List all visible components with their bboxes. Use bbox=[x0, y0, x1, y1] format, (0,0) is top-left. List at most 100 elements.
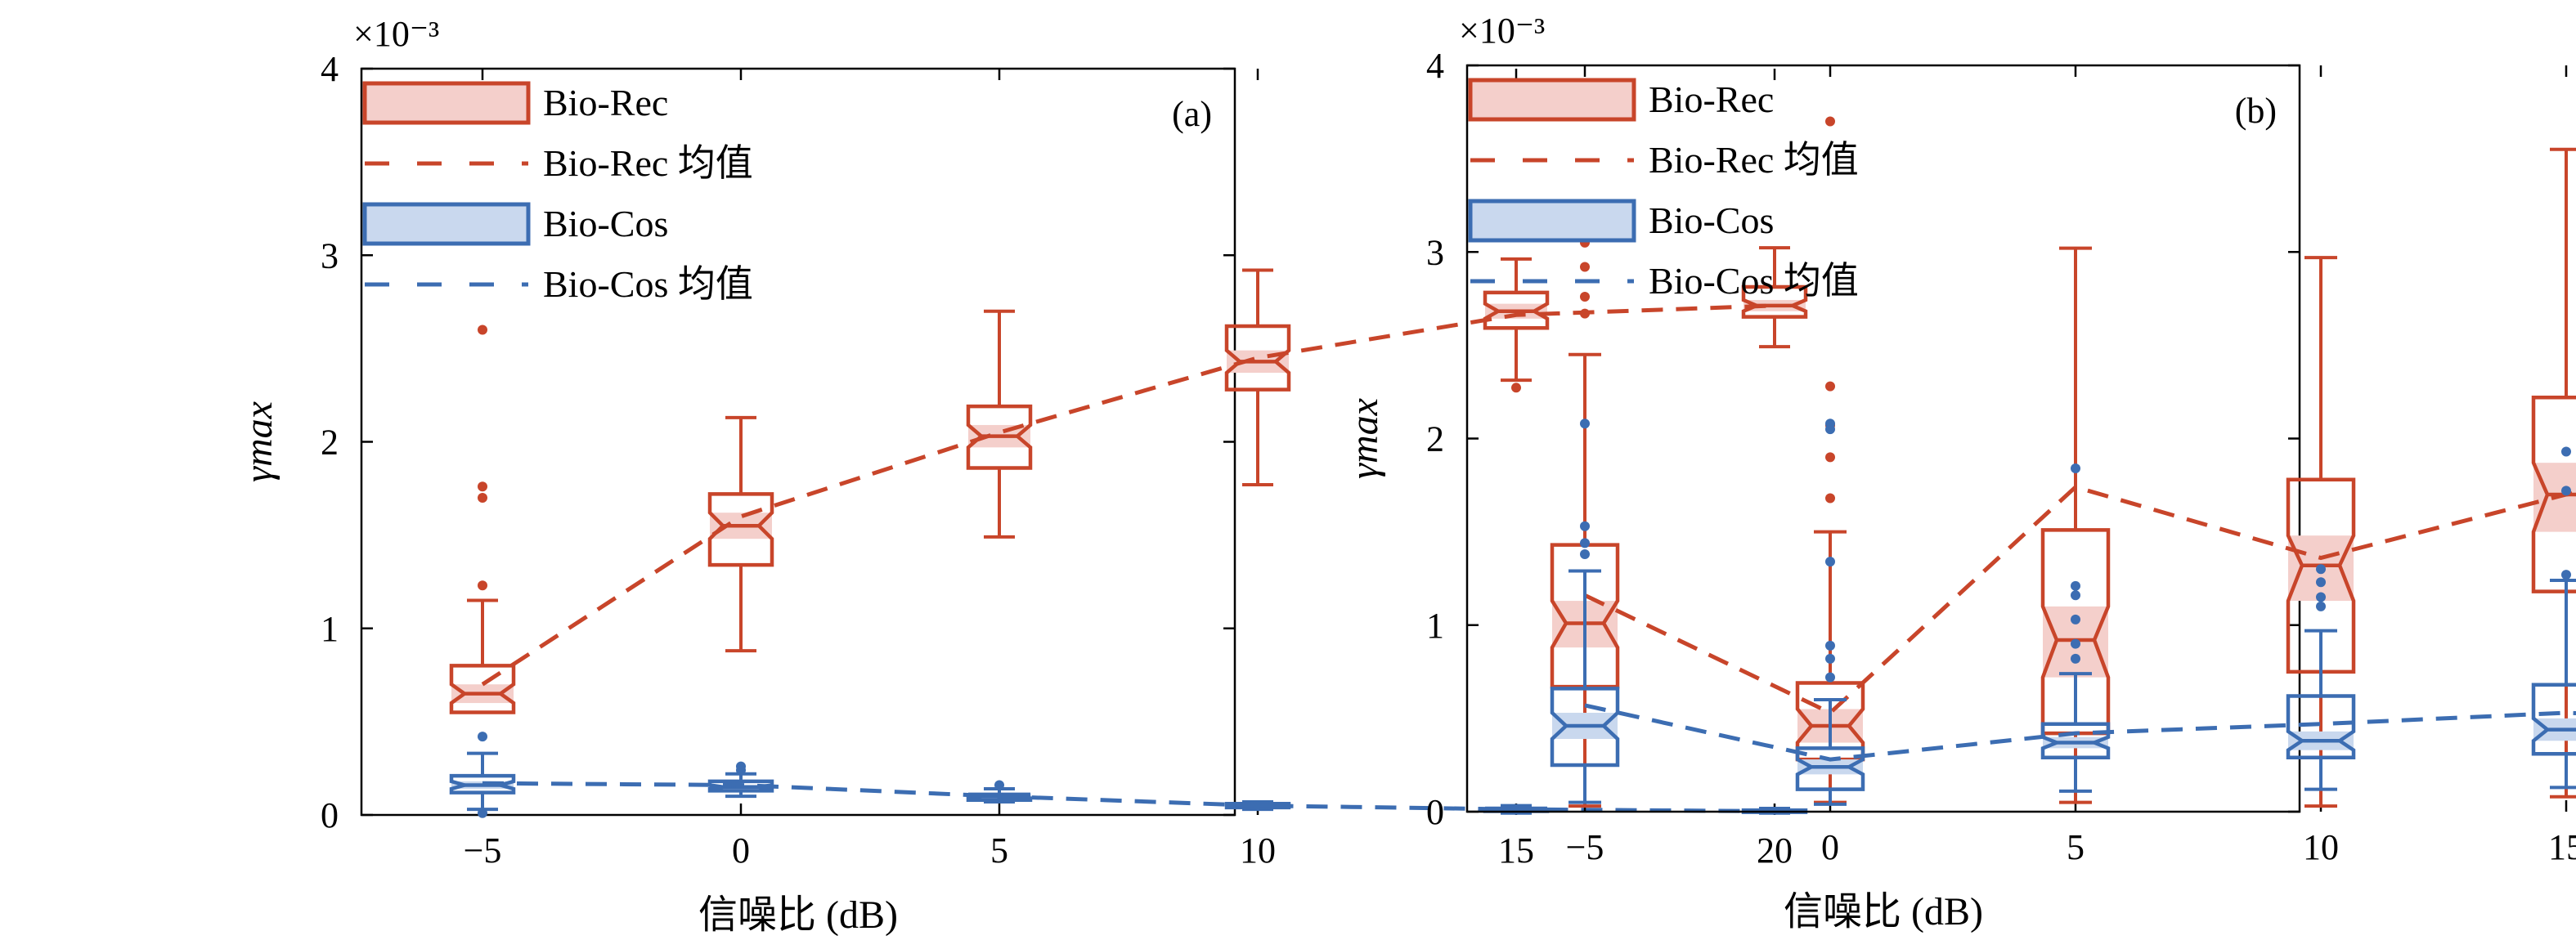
legend-item: Bio-Rec 均值 bbox=[1470, 139, 1859, 181]
series-bio-cos bbox=[449, 732, 1808, 818]
y-tick-label: 2 bbox=[1426, 419, 1444, 459]
y-axis-label: γmax bbox=[1343, 398, 1386, 479]
outlier-point bbox=[2561, 446, 2571, 457]
y-tick-label: 4 bbox=[1426, 46, 1444, 86]
box-outline bbox=[707, 779, 774, 793]
box-outline bbox=[2531, 683, 2576, 756]
legend-label: Bio-Rec 均值 bbox=[1649, 139, 1859, 181]
y-exponent-label: ×10⁻³ bbox=[353, 14, 439, 54]
y-tick-label: 0 bbox=[1426, 792, 1444, 832]
series-bio-cos bbox=[1550, 419, 2576, 806]
x-tick-label: 10 bbox=[1240, 830, 1276, 871]
legend-item: Bio-Cos 均值 bbox=[365, 263, 753, 305]
outlier-point bbox=[1580, 262, 1590, 272]
y-exponent-label: ×10⁻³ bbox=[1459, 11, 1545, 51]
mean-line-bio-rec bbox=[1583, 485, 2576, 716]
outlier-point bbox=[2316, 601, 2326, 611]
legend-swatch-box bbox=[1468, 199, 1636, 243]
outlier-point bbox=[1580, 538, 1590, 548]
box-bio-rec bbox=[1483, 230, 1550, 393]
y-tick-label: 3 bbox=[1426, 232, 1444, 272]
box-bio-rec bbox=[1224, 268, 1291, 486]
box-bio-rec bbox=[449, 227, 516, 714]
box-bio-cos bbox=[707, 761, 774, 799]
x-tick-label: 5 bbox=[2067, 827, 2085, 867]
panel-label: (a) bbox=[1172, 94, 1212, 134]
box-outline bbox=[1550, 543, 1620, 689]
legend-label: Bio-Cos 均值 bbox=[543, 263, 753, 305]
y-tick-label: 1 bbox=[321, 609, 339, 649]
outlier-point bbox=[994, 780, 1004, 790]
plot-frame bbox=[1465, 64, 2301, 813]
legend: Bio-Rec Bio-Rec 均值 Bio-Cos Bio-Cos 均值 bbox=[362, 81, 753, 305]
x-tick-label: 5 bbox=[990, 830, 1008, 871]
box-bio-cos bbox=[1550, 419, 1620, 804]
legend: Bio-Rec Bio-Rec 均值 Bio-Cos Bio-Cos 均值 bbox=[1468, 78, 1859, 302]
box-bio-cos bbox=[2531, 446, 2576, 790]
x-tick-label: −5 bbox=[1566, 827, 1604, 867]
outlier-point bbox=[1825, 672, 1835, 683]
box-bio-rec bbox=[966, 309, 1033, 539]
box-outline bbox=[1224, 324, 1291, 392]
panel-label: (b) bbox=[2235, 91, 2277, 131]
outlier-point bbox=[2071, 653, 2080, 664]
mean-line-bio-rec bbox=[481, 303, 1775, 687]
x-axis-label: 信噪比 (dB) bbox=[698, 893, 898, 937]
outlier-point bbox=[1825, 640, 1835, 651]
y-tick-label: 0 bbox=[321, 795, 339, 835]
outlier-point bbox=[478, 732, 487, 742]
legend-label: Bio-Cos 均值 bbox=[1649, 260, 1859, 302]
legend-label: Bio-Rec bbox=[1649, 78, 1774, 120]
y-tick-label: 3 bbox=[321, 235, 339, 275]
outlier-point bbox=[1580, 521, 1590, 531]
outlier-point bbox=[1825, 452, 1835, 463]
outlier-point bbox=[2561, 570, 2571, 580]
outlier-point bbox=[1825, 493, 1835, 504]
box-bio-rec bbox=[707, 415, 774, 653]
x-tick-label: 20 bbox=[1757, 830, 1793, 871]
outlier-point bbox=[478, 492, 487, 503]
box-outline bbox=[1550, 687, 1620, 768]
outlier-point bbox=[478, 808, 487, 818]
box-outline bbox=[2531, 396, 2576, 593]
legend-item: Bio-Cos bbox=[362, 202, 668, 246]
legend-item: Bio-Rec bbox=[1468, 78, 1774, 122]
outlier-point bbox=[1511, 383, 1521, 393]
outlier-point bbox=[1825, 116, 1835, 127]
outlier-point bbox=[1825, 557, 1835, 567]
y-axis-label: γmax bbox=[237, 401, 280, 482]
outlier-point bbox=[1580, 308, 1590, 319]
box-bio-cos bbox=[966, 780, 1033, 804]
x-tick-label: 0 bbox=[732, 830, 750, 871]
box-outline bbox=[449, 773, 516, 795]
outlier-point bbox=[736, 761, 746, 772]
outlier-point bbox=[1580, 419, 1590, 429]
x-tick-label: −5 bbox=[464, 830, 502, 871]
legend-swatch-box bbox=[362, 202, 531, 246]
outlier-point bbox=[1580, 549, 1590, 560]
box-bio-rec bbox=[2531, 147, 2576, 799]
outlier-point bbox=[2071, 580, 2080, 591]
outlier-point bbox=[2316, 577, 2326, 588]
box-outline bbox=[2286, 694, 2356, 760]
outlier-point bbox=[2071, 590, 2080, 601]
chart-panel-b: 0 1 2 3 4 −5 0 5 10 15 20 ×10⁻³ 信噪比 (dB) γmax (b) Bio-R… bbox=[1343, 11, 2576, 933]
box-outline bbox=[966, 404, 1033, 470]
x-tick-label: 0 bbox=[1821, 827, 1839, 867]
outlier-point bbox=[1825, 381, 1835, 392]
box-bio-cos bbox=[449, 732, 516, 818]
legend-item: Bio-Rec 均值 bbox=[365, 142, 753, 184]
x-axis-label: 信噪比 (dB) bbox=[1784, 890, 1983, 933]
mean-line-bio-cos bbox=[482, 781, 1775, 813]
box-outline bbox=[2286, 477, 2356, 674]
x-tick-label: 15 bbox=[2548, 827, 2576, 867]
y-tick-label: 2 bbox=[321, 423, 339, 463]
box-outline bbox=[707, 492, 774, 567]
legend-label: Bio-Rec 均值 bbox=[543, 142, 753, 184]
legend-item: Bio-Cos 均值 bbox=[1470, 260, 1859, 302]
outlier-point bbox=[2316, 564, 2326, 575]
legend-swatch-box bbox=[362, 81, 531, 125]
outlier-point bbox=[1825, 419, 1835, 429]
